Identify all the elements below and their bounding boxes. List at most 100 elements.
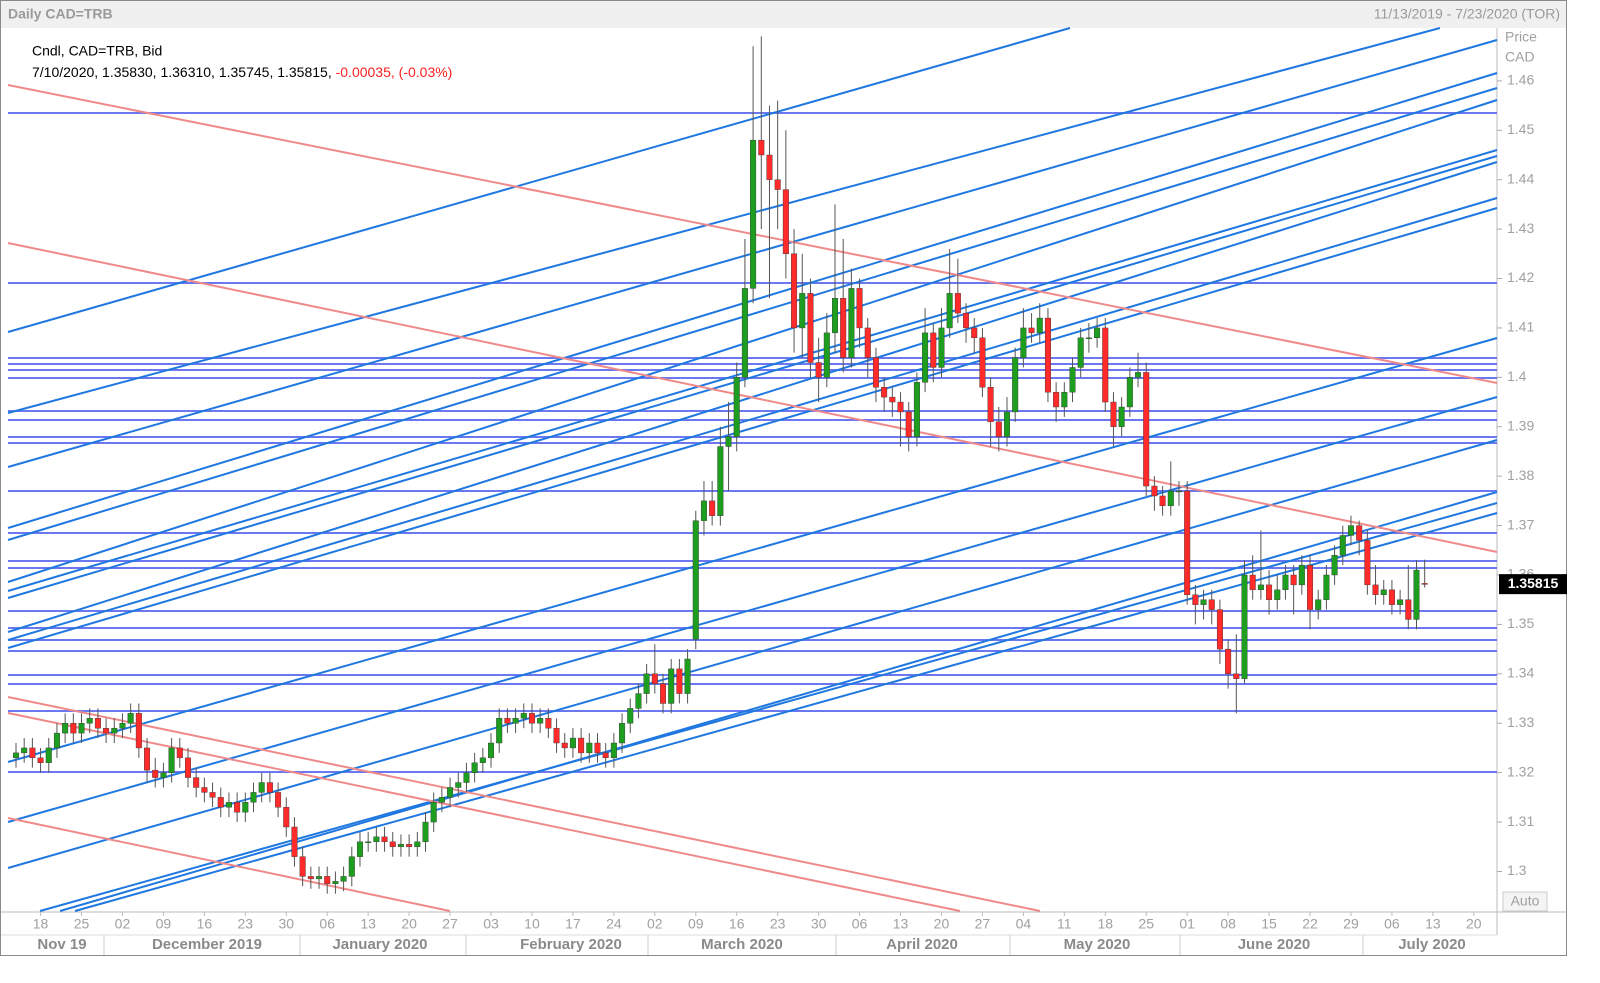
candle-body: [840, 298, 847, 358]
candle-body: [987, 387, 994, 423]
x-tick-label: 02: [115, 916, 131, 932]
x-tick-label: 18: [1097, 916, 1113, 932]
candle-body: [1044, 317, 1051, 393]
candle-body: [1249, 574, 1256, 591]
trend-line: [7, 817, 451, 912]
candle-body: [717, 446, 724, 516]
candle-body: [1077, 337, 1084, 368]
candle-body: [741, 288, 748, 378]
candle-body: [758, 139, 765, 156]
month-label: April 2020: [886, 936, 958, 953]
info-line: 7/10/2020, 1.35830, 1.36310, 1.35745, 1.…: [32, 64, 452, 80]
candle-body: [1020, 327, 1027, 358]
month-label: July 2020: [1398, 936, 1466, 953]
candle-body: [463, 772, 470, 783]
candle-body: [971, 327, 978, 339]
candle-body: [1208, 599, 1215, 610]
candle-body: [1184, 490, 1191, 595]
candle-body: [1372, 584, 1379, 595]
candle-body: [447, 787, 454, 798]
x-tick-label: 23: [238, 916, 254, 932]
candle-body: [94, 718, 101, 729]
candle-body: [471, 762, 478, 773]
y-tick-label: 1.43: [1507, 220, 1534, 236]
candle-body: [1266, 584, 1273, 600]
candle-body: [725, 436, 732, 447]
month-label: December 2019: [152, 936, 262, 953]
auto-scale-label[interactable]: Auto: [1511, 893, 1540, 909]
candle-body: [258, 782, 265, 793]
x-tick-label: 08: [1220, 916, 1236, 932]
candle-body: [954, 293, 961, 314]
trend-line: [7, 696, 1041, 912]
candle-body: [348, 856, 355, 877]
candle-body: [1175, 490, 1182, 493]
x-tick-label: 25: [74, 916, 90, 932]
candle-body: [1225, 648, 1232, 675]
x-tick-label: 20: [934, 916, 950, 932]
candle-body: [438, 797, 445, 803]
candle-body: [619, 723, 626, 744]
y-tick-label: 1.31: [1507, 813, 1534, 829]
candle-body: [1257, 584, 1264, 591]
candle-body: [1053, 391, 1060, 408]
candle-body: [168, 747, 175, 773]
candle-body: [209, 792, 216, 798]
candle-body: [12, 752, 19, 759]
trend-line: [7, 27, 1071, 333]
candle-body: [365, 841, 372, 844]
candle-body: [176, 747, 183, 759]
candle-body: [53, 732, 60, 749]
month-label: May 2020: [1064, 936, 1131, 953]
auto-scale-button[interactable]: [1502, 891, 1548, 912]
candle-body: [1339, 535, 1346, 556]
x-tick-label: 30: [278, 916, 294, 932]
trend-line: [7, 712, 961, 912]
candle-body: [668, 668, 675, 704]
candle-body: [242, 802, 249, 813]
candle-body: [119, 723, 126, 729]
candle-body: [1118, 406, 1125, 427]
candle-body: [995, 421, 1002, 437]
month-label: January 2020: [332, 936, 427, 953]
candle-body: [1405, 599, 1412, 620]
candle-body: [1233, 673, 1240, 679]
candles: [12, 36, 1428, 894]
x-tick-label: 24: [606, 916, 622, 932]
candle-body: [1315, 599, 1322, 610]
candle-body: [913, 382, 920, 437]
y-tick-label: 1.3: [1507, 862, 1527, 878]
trend-line: [7, 99, 1498, 583]
last-price-box: [1499, 574, 1567, 595]
candle-body: [184, 757, 191, 778]
candle-body: [1061, 391, 1068, 408]
y-tick-label: 1.35: [1507, 615, 1534, 631]
candle-body: [692, 520, 699, 640]
x-tick-label: 01: [1179, 916, 1195, 932]
month-label: March 2020: [701, 936, 783, 953]
candle-body: [930, 332, 937, 368]
candle-body: [1094, 327, 1101, 339]
x-tick-label: 20: [401, 916, 417, 932]
candle-body: [528, 713, 535, 724]
y-tick-label: 1.32: [1507, 763, 1534, 779]
candle-body: [111, 727, 118, 734]
trend-line: [7, 149, 1498, 592]
candle-body: [307, 876, 314, 880]
candle-body: [610, 742, 617, 759]
candle-body: [455, 782, 462, 788]
candle-body: [750, 139, 757, 289]
candle-body: [1151, 485, 1158, 497]
candle-body: [479, 757, 486, 763]
candle-body: [488, 742, 495, 759]
candle-body: [1003, 411, 1010, 437]
y-axis-unit: CAD: [1505, 49, 1535, 65]
candle-body: [856, 288, 863, 329]
candle-body: [299, 856, 306, 877]
candle-body: [881, 387, 888, 398]
trend-line: [7, 396, 1498, 823]
legend-label: Cndl, CAD=TRB, Bid: [32, 43, 162, 59]
x-tick-label: 13: [893, 916, 909, 932]
candle-body: [70, 723, 77, 734]
